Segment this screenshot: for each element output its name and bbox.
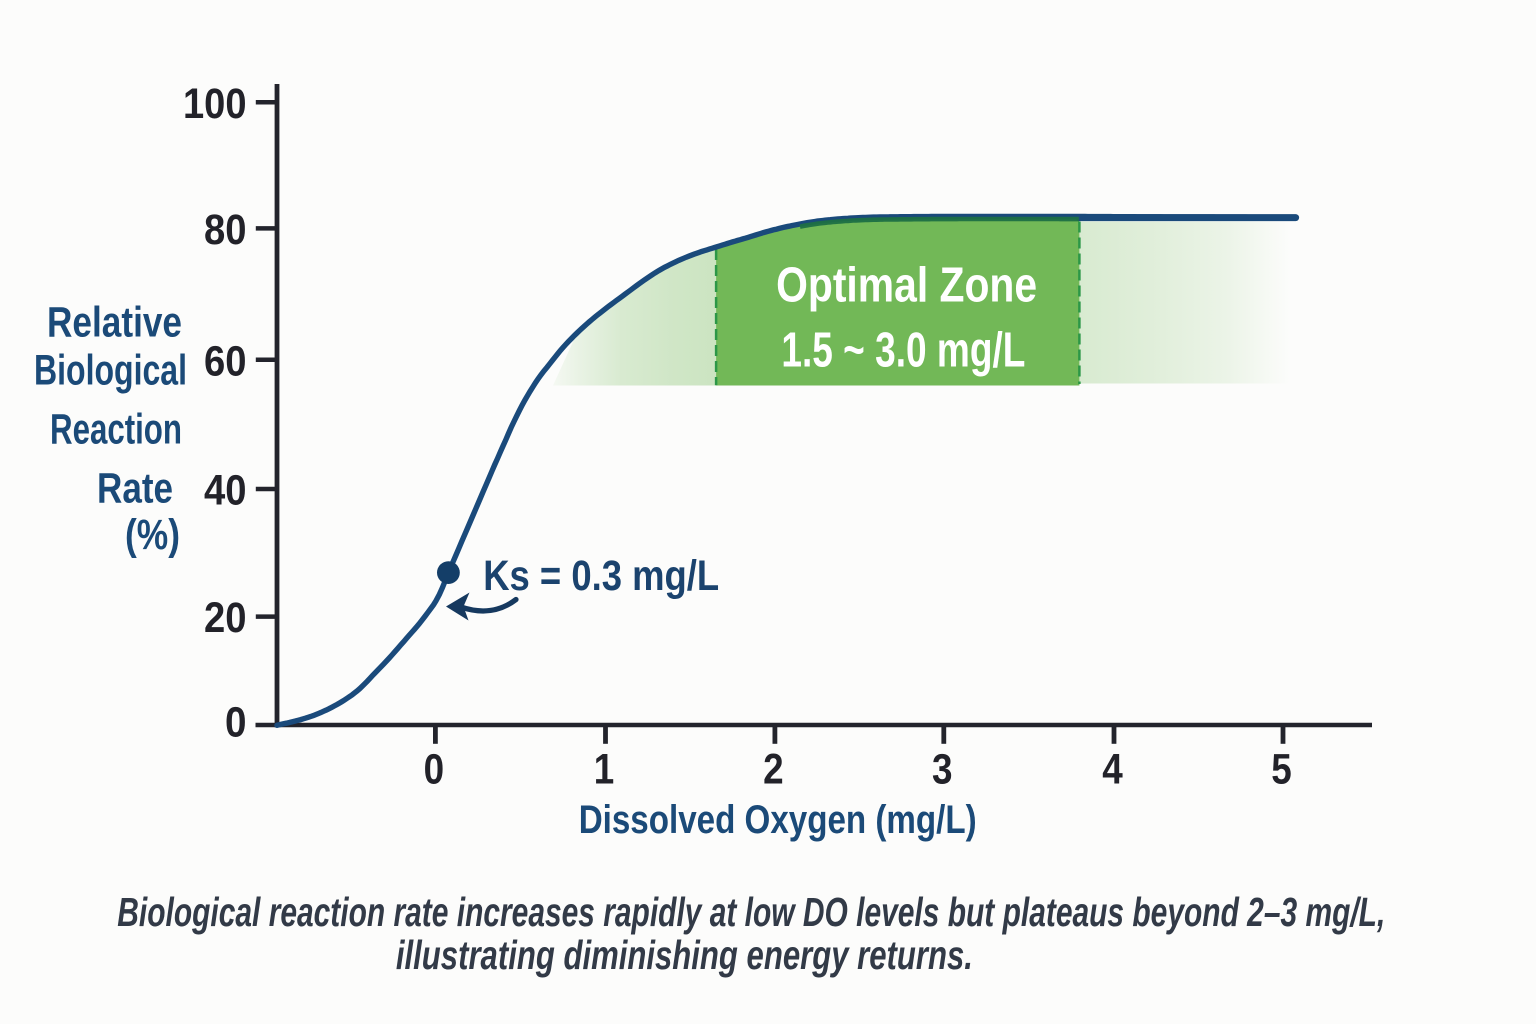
svg-text:(%): (%)	[125, 511, 180, 559]
svg-text:20: 20	[204, 594, 247, 642]
svg-text:Dissolved Oxygen (mg/L): Dissolved Oxygen (mg/L)	[579, 798, 977, 842]
svg-text:0: 0	[424, 745, 445, 793]
svg-text:0: 0	[225, 698, 247, 746]
svg-text:5: 5	[1271, 745, 1292, 793]
svg-text:60: 60	[204, 337, 247, 385]
svg-text:Reaction: Reaction	[50, 406, 182, 454]
svg-text:illustrating diminishing energ: illustrating diminishing energy returns.	[396, 932, 973, 978]
svg-text:80: 80	[204, 206, 247, 254]
svg-text:4: 4	[1102, 745, 1123, 793]
svg-text:1: 1	[594, 745, 615, 793]
svg-text:Optimal Zone: Optimal Zone	[776, 258, 1037, 312]
svg-text:Biological reaction rate incre: Biological reaction rate increases rapid…	[117, 889, 1385, 935]
svg-text:100: 100	[183, 80, 247, 128]
svg-text:Biological: Biological	[34, 346, 187, 394]
svg-text:Ks = 0.3 mg/L: Ks = 0.3 mg/L	[483, 552, 719, 600]
svg-text:Relative: Relative	[47, 299, 182, 347]
svg-text:3: 3	[932, 745, 953, 793]
svg-text:2: 2	[763, 745, 784, 793]
svg-text:1.5 ~ 3.0 mg/L: 1.5 ~ 3.0 mg/L	[781, 324, 1025, 378]
svg-text:40: 40	[204, 467, 247, 515]
svg-text:Rate: Rate	[97, 465, 173, 513]
